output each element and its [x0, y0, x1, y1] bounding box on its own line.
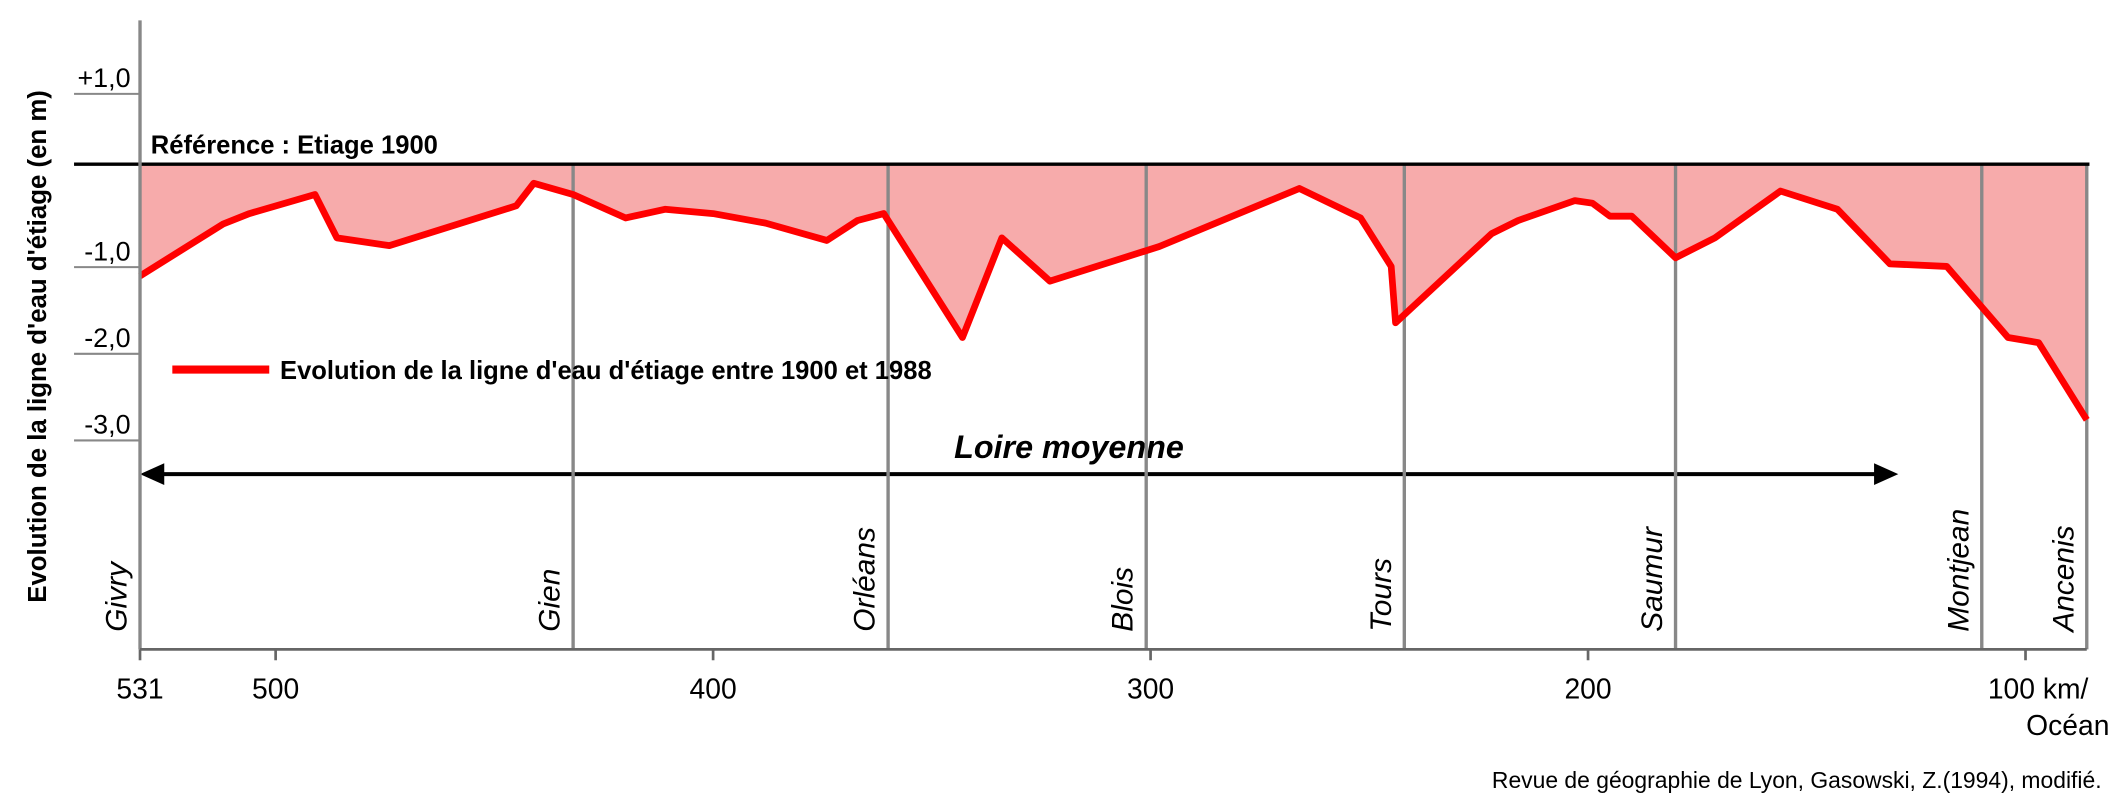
- arrow-head: [1874, 463, 1899, 486]
- town-label: Orléans: [849, 527, 882, 632]
- area: [140, 164, 2087, 420]
- town-label: Gien: [534, 569, 567, 632]
- x-end-label: Océan: [2026, 710, 2109, 742]
- x-tick-label: 500: [252, 673, 299, 705]
- y-tick-label: -2,0: [84, 323, 130, 353]
- y-axis-label: Evolution de la ligne d'eau d'étiage (en…: [24, 90, 52, 603]
- town-label: Givry: [101, 560, 134, 632]
- town-label: Montjean: [1942, 509, 1975, 632]
- y-tick-label: -3,0: [84, 410, 130, 440]
- line: [138, 179, 2090, 422]
- x-tick-label: 531: [116, 673, 163, 705]
- town-label: Blois: [1107, 567, 1140, 632]
- x-tick-label: 100 km/: [1988, 673, 2089, 705]
- y-tick-label: +1,0: [77, 63, 130, 93]
- town-label: Ancenis: [2047, 525, 2080, 633]
- reference-label: Référence : Etiage 1900: [151, 131, 438, 159]
- source: Revue de géographie de Lyon, Gasowski, Z…: [1492, 767, 2102, 793]
- x-tick-label: 200: [1564, 673, 1611, 705]
- x-tick-label: 400: [690, 673, 737, 705]
- legend-label: Evolution de la ligne d'eau d'étiage ent…: [280, 357, 932, 385]
- x-tick-label: 300: [1127, 673, 1174, 705]
- town-label: Saumur: [1636, 526, 1669, 632]
- arrow-head: [140, 463, 165, 486]
- span-label: Loire moyenne: [954, 429, 1184, 465]
- y-tick-label: -1,0: [84, 236, 130, 266]
- town-label: Tours: [1365, 558, 1398, 632]
